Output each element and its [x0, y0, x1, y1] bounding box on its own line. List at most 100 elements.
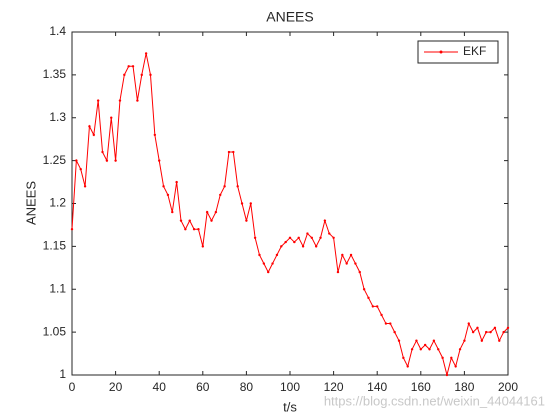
point-marker	[336, 270, 340, 274]
point-marker	[458, 348, 462, 351]
point-marker	[140, 73, 143, 77]
point-marker	[480, 339, 484, 342]
point-marker	[506, 326, 510, 330]
y-axis-label: ANEES	[23, 181, 38, 225]
point-marker	[127, 65, 130, 68]
point-marker	[253, 236, 257, 239]
y-tick-label: 1.4	[49, 24, 66, 38]
point-marker	[493, 326, 497, 330]
plot-frame	[71, 31, 509, 376]
point-marker	[201, 245, 204, 248]
point-marker	[349, 253, 353, 257]
point-marker	[441, 356, 444, 360]
y-tick-label: 1.1	[49, 281, 66, 295]
y-tick-label: 1.05	[43, 324, 67, 338]
point-marker	[271, 262, 274, 265]
point-marker	[406, 365, 409, 368]
point-marker	[219, 193, 222, 197]
point-marker	[419, 348, 422, 351]
point-marker	[88, 125, 91, 128]
point-marker	[384, 322, 388, 325]
point-marker	[144, 52, 148, 55]
point-marker	[232, 150, 235, 154]
point-marker	[192, 228, 196, 231]
point-marker	[275, 253, 279, 257]
point-marker	[79, 168, 82, 171]
point-marker	[297, 236, 300, 239]
point-marker	[288, 236, 292, 239]
point-marker	[262, 262, 266, 265]
point-marker	[114, 159, 117, 162]
point-marker	[410, 348, 414, 351]
point-marker	[301, 245, 305, 248]
point-marker	[476, 326, 479, 330]
point-marker	[380, 313, 383, 317]
point-marker	[205, 210, 209, 214]
point-marker	[423, 343, 427, 347]
point-marker	[463, 339, 466, 342]
point-marker	[341, 253, 344, 257]
point-marker	[197, 228, 200, 231]
point-marker	[267, 270, 270, 274]
x-tick-label: 80	[240, 380, 254, 394]
point-marker	[166, 193, 170, 197]
x-tick-label: 180	[454, 380, 474, 394]
point-marker	[428, 348, 431, 351]
point-marker	[489, 330, 492, 334]
point-marker	[92, 133, 96, 137]
point-marker	[249, 202, 252, 205]
point-marker	[131, 65, 135, 68]
y-tick-label: 1.15	[43, 239, 67, 253]
point-marker	[70, 228, 74, 231]
x-tick-label: 0	[69, 380, 76, 394]
x-tick-label: 120	[324, 380, 344, 394]
point-marker	[323, 219, 327, 222]
point-marker	[319, 236, 322, 239]
point-marker	[96, 99, 100, 102]
y-tick-label: 1.25	[43, 153, 67, 167]
point-marker	[389, 322, 392, 325]
point-marker	[485, 330, 488, 334]
point-marker	[158, 159, 161, 162]
point-marker	[471, 330, 475, 334]
point-marker	[105, 159, 109, 162]
point-marker	[328, 232, 331, 235]
point-marker	[179, 219, 183, 222]
point-marker	[214, 210, 218, 214]
point-marker	[184, 228, 187, 231]
point-marker	[188, 219, 191, 222]
point-marker	[310, 236, 313, 239]
x-tick-label: 40	[153, 380, 167, 394]
point-marker	[454, 365, 457, 368]
x-tick-label: 200	[498, 380, 518, 394]
point-marker	[210, 219, 213, 222]
point-marker	[236, 185, 239, 188]
y-tick-label: 1.3	[49, 110, 66, 124]
point-marker	[367, 296, 370, 300]
point-marker	[306, 232, 309, 235]
point-marker	[498, 339, 501, 342]
point-marker	[437, 348, 440, 351]
x-tick-label: 160	[411, 380, 431, 394]
y-tick-label: 1.35	[43, 67, 67, 81]
x-tick-label: 20	[109, 380, 123, 394]
point-marker	[450, 356, 453, 360]
point-marker	[415, 339, 418, 342]
legend-label: EKF	[463, 44, 486, 58]
point-marker	[376, 305, 379, 308]
point-marker	[358, 270, 361, 274]
point-marker	[280, 245, 283, 248]
point-marker	[227, 150, 231, 154]
point-marker	[332, 236, 335, 239]
point-marker	[136, 99, 139, 102]
point-marker	[75, 159, 78, 162]
point-marker	[314, 245, 318, 248]
point-marker	[362, 288, 366, 291]
x-tick-label: 140	[367, 380, 387, 394]
point-marker	[118, 99, 122, 102]
point-marker	[467, 322, 470, 325]
legend-marker	[439, 50, 443, 54]
point-marker	[445, 373, 449, 377]
y-tick-label: 1.2	[49, 196, 66, 210]
point-marker	[153, 133, 157, 137]
